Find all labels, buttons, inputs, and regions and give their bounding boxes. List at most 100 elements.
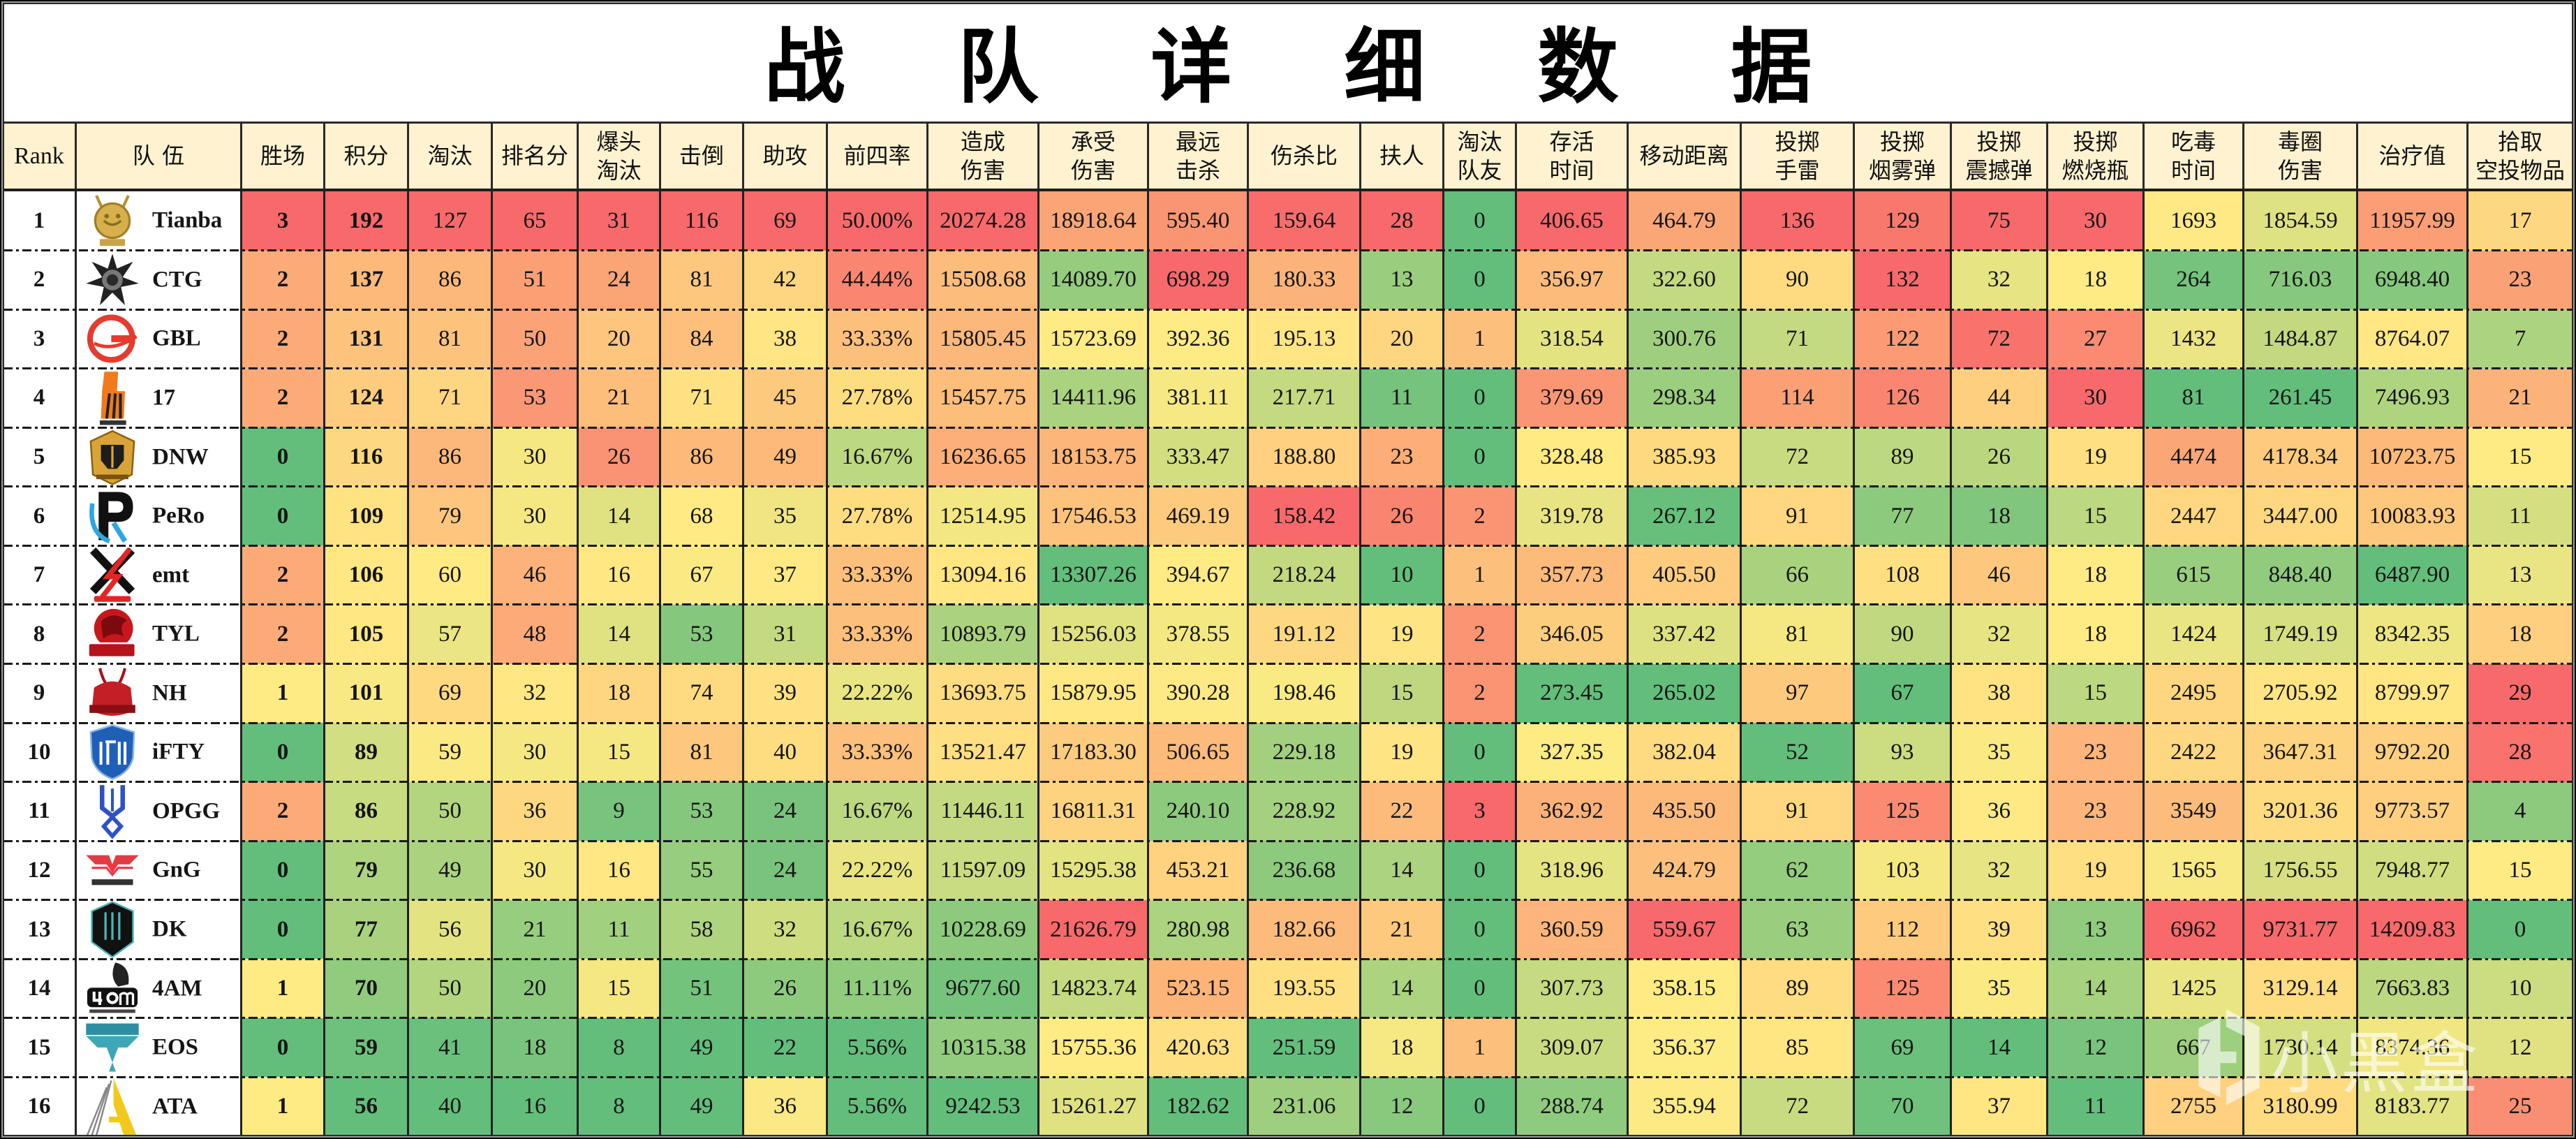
- cell-revives: 23: [1361, 427, 1444, 487]
- cell-molotovs: 18: [2048, 604, 2145, 664]
- cell-molotovs: 11: [2048, 1077, 2145, 1136]
- cell-top4-rate: 50.00%: [828, 191, 928, 251]
- column-header-label: 队友: [1457, 156, 1502, 184]
- column-header-label: 淘汰: [1457, 128, 1502, 155]
- cell-teamkills: 0: [1444, 191, 1517, 251]
- cell-assists: 26: [744, 959, 828, 1018]
- column-header-distance-moved: 移动距离: [1629, 124, 1742, 189]
- cell-molotovs: 27: [2048, 309, 2145, 369]
- cell-headshot-kills: 9: [579, 781, 661, 842]
- cell-placement-points: 48: [493, 604, 579, 664]
- cell-damage-taken: 18153.75: [1039, 427, 1149, 487]
- cell-airdrops: 11: [2468, 486, 2572, 546]
- column-header-label: 空投物品: [2475, 156, 2565, 184]
- team-cell: CTG: [77, 250, 242, 310]
- cell-top4-rate: 33.33%: [828, 545, 928, 605]
- column-header-revives: 扶人: [1361, 124, 1444, 189]
- cell-points: 116: [325, 427, 409, 487]
- column-header-headshot-kills: 爆头 淘汰: [579, 124, 661, 189]
- cell-zone-time: 264: [2145, 250, 2244, 310]
- cell-damage-kill-ratio: 236.68: [1249, 841, 1361, 900]
- cell-distance-moved: 464.79: [1629, 191, 1742, 251]
- cell-wins: 1: [242, 1077, 325, 1136]
- rank-cell: 8: [3, 604, 77, 664]
- team-name: CTG: [152, 267, 202, 293]
- team-cell: Tianba: [77, 191, 242, 251]
- table-header: Rank 队 伍胜场 积分 淘汰 排名分 爆头 淘汰 击倒 助攻 前四率 造成 伤害 承受 伤害 最远 击杀伤…: [3, 122, 2572, 191]
- cell-points: 77: [325, 899, 409, 960]
- cell-knocks: 49: [661, 1077, 744, 1136]
- cell-flashbangs: 18: [1952, 486, 2048, 546]
- column-header-damage-kill-ratio: 伤杀比: [1249, 124, 1361, 189]
- cell-damage-taken: 14089.70: [1039, 250, 1149, 310]
- cell-placement-points: 30: [493, 723, 579, 782]
- column-header-team: 队 伍: [77, 124, 242, 189]
- column-header-label: 烟雾弹: [1868, 156, 1936, 184]
- cell-zone-damage: 3201.36: [2244, 781, 2358, 842]
- cell-survival-time: 307.73: [1517, 959, 1629, 1018]
- cell-zone-damage: 1756.55: [2244, 841, 2358, 900]
- column-header-flashbangs: 投掷 震撼弹: [1952, 124, 2048, 189]
- table-row: 1 Tianba 3 192 127 65 31 116 69 50.00% 20274.28 189…: [3, 191, 2572, 251]
- column-header-zone-damage: 毒圈 伤害: [2244, 124, 2358, 189]
- column-header-label: 投掷: [1879, 128, 1925, 155]
- cell-damage-dealt: 11597.09: [928, 841, 1039, 900]
- cell-damage-taken: 13307.26: [1039, 545, 1149, 605]
- team-name: OPGG: [152, 798, 221, 824]
- cell-zone-damage: 1749.19: [2244, 604, 2358, 664]
- cell-longest-kill: 240.10: [1149, 781, 1249, 842]
- column-header-label: 前四率: [843, 142, 911, 169]
- cell-wins: 2: [242, 604, 325, 664]
- cell-longest-kill: 506.65: [1149, 723, 1249, 782]
- pero-logo-icon: [84, 487, 141, 545]
- cell-damage-taken: 15723.69: [1039, 309, 1149, 369]
- cell-distance-moved: 267.12: [1629, 486, 1742, 546]
- gbl-logo-icon: [84, 310, 141, 367]
- cell-teamkills: 0: [1444, 841, 1517, 900]
- cell-knocks: 74: [661, 663, 744, 723]
- cell-healing: 10083.93: [2358, 486, 2468, 546]
- cell-top4-rate: 5.56%: [828, 1017, 928, 1078]
- cell-assists: 32: [744, 899, 828, 960]
- cell-distance-moved: 358.15: [1629, 959, 1742, 1018]
- rank-cell: 9: [3, 663, 77, 723]
- cell-points: 59: [325, 1017, 409, 1078]
- cell-eliminations: 86: [409, 250, 493, 310]
- cell-revives: 14: [1361, 959, 1444, 1018]
- dnw-logo-icon: [84, 429, 141, 486]
- cell-wins: 0: [242, 899, 325, 960]
- cell-eliminations: 56: [409, 899, 493, 960]
- cell-grenades: 62: [1742, 841, 1855, 900]
- cell-healing: 8799.97: [2358, 663, 2468, 723]
- column-header-label: 扶人: [1379, 142, 1424, 169]
- cell-damage-taken: 15879.95: [1039, 663, 1149, 723]
- cell-airdrops: 17: [2468, 191, 2572, 251]
- column-header-label: 投掷: [2073, 128, 2118, 155]
- team-name: EOS: [152, 1034, 199, 1060]
- cell-molotovs: 13: [2048, 899, 2145, 960]
- table-row: 11 OPGG 2 86 50 36 9 53 24 16.67% 11446.11 16811.31…: [3, 781, 2572, 842]
- cell-healing: 10723.75: [2358, 427, 2468, 487]
- rank-cell: 13: [3, 899, 77, 960]
- cell-zone-time: 667: [2145, 1017, 2244, 1078]
- cell-headshot-kills: 14: [579, 604, 661, 664]
- cell-molotovs: 23: [2048, 781, 2145, 842]
- cell-headshot-kills: 21: [579, 368, 661, 428]
- cell-knocks: 68: [661, 486, 744, 546]
- cell-points: 79: [325, 841, 409, 900]
- cell-placement-points: 65: [493, 191, 579, 251]
- column-header-top4-rate: 前四率: [828, 124, 928, 189]
- cell-distance-moved: 300.76: [1629, 309, 1742, 369]
- cell-smokes: 69: [1855, 1017, 1952, 1078]
- cell-flashbangs: 35: [1952, 723, 2048, 782]
- cell-teamkills: 0: [1444, 427, 1517, 487]
- table-body: 1 Tianba 3 192 127 65 31 116 69 50.00% 20274.28 189…: [3, 191, 2572, 1136]
- cell-longest-kill: 394.67: [1149, 545, 1249, 605]
- team-stats-table: Rank 队 伍胜场 积分 淘汰 排名分 爆头 淘汰 击倒 助攻 前四率 造成 伤害 承受 伤害 最远 击杀伤…: [3, 122, 2572, 1136]
- cell-zone-damage: 3447.00: [2244, 486, 2358, 546]
- cell-top4-rate: 33.33%: [828, 723, 928, 782]
- cell-damage-kill-ratio: 229.18: [1249, 723, 1361, 782]
- team-name: NH: [152, 680, 187, 706]
- cell-survival-time: 288.74: [1517, 1077, 1629, 1136]
- cell-teamkills: 2: [1444, 486, 1517, 546]
